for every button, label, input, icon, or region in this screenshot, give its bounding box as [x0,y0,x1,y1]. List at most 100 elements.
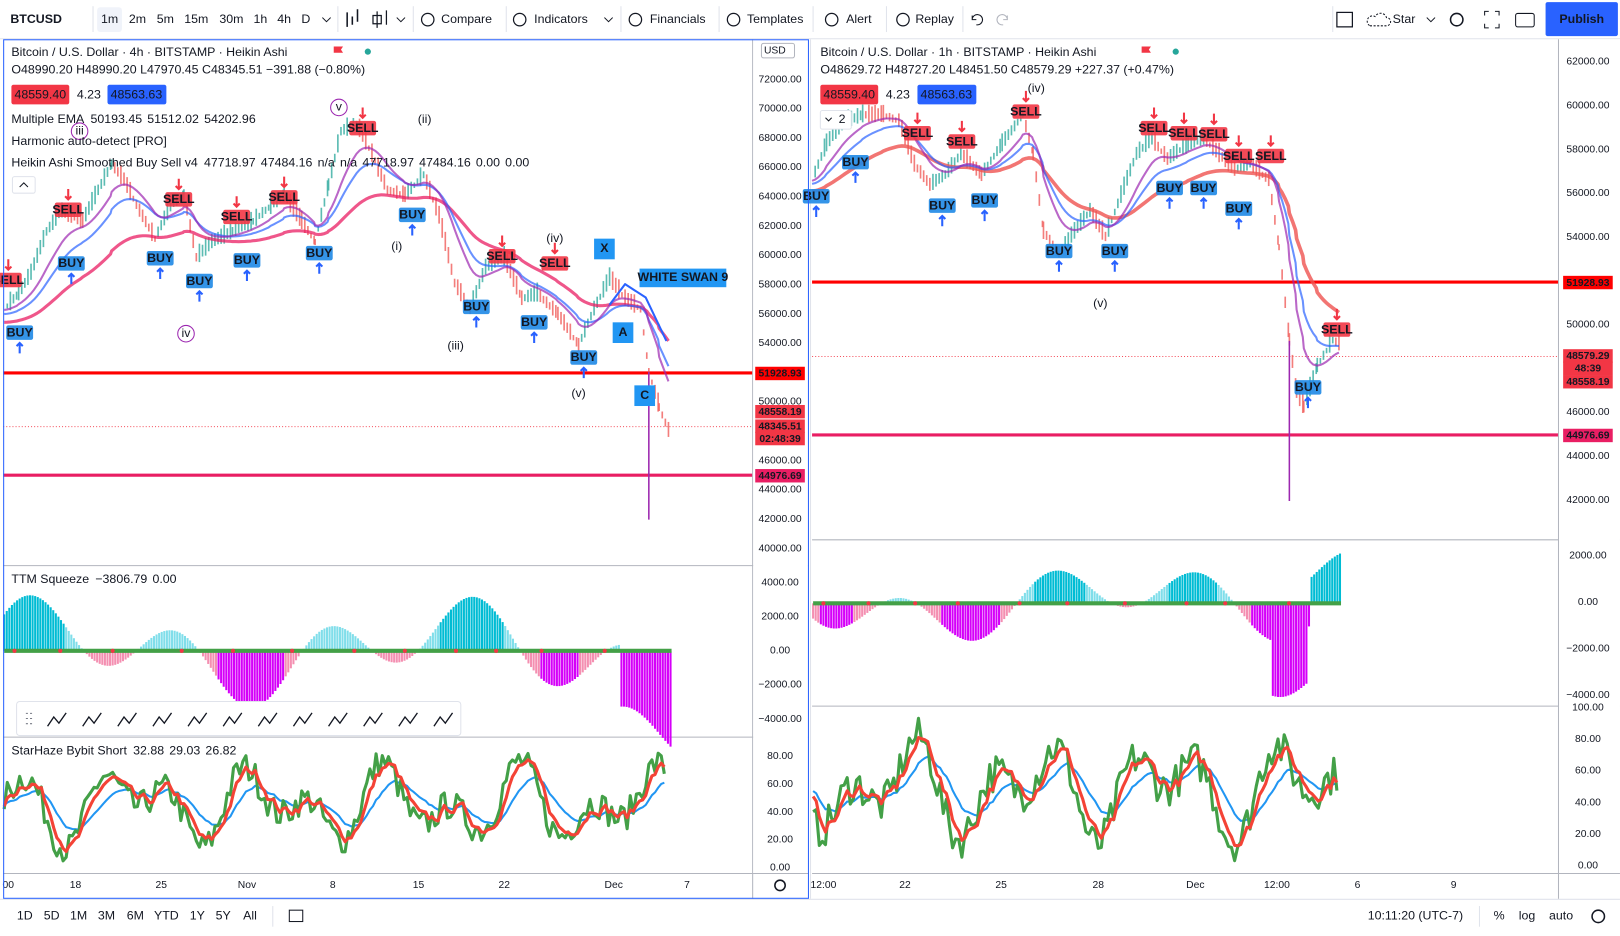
axis-settings[interactable] [774,879,786,892]
price-tag [755,431,805,446]
scale-option[interactable]: % [1494,909,1505,923]
drawing-tool[interactable] [328,712,348,727]
axis-label: 50000.00 [1566,320,1609,331]
layout-name[interactable]: Star [1393,12,1416,26]
chart-title: Bitcoin / U.S. Dollar · 4h · BITSTAMP · … [11,45,287,59]
drawing-tool[interactable] [187,712,208,727]
buy-signal [462,299,490,315]
toolbar-button[interactable]: Compare [441,12,492,26]
wave-label: X [600,241,609,255]
signal-arrow [195,289,204,302]
indicator-count: 2 [839,112,846,126]
signal-label: SELL [1168,126,1200,140]
drawing-tool[interactable] [433,712,454,727]
time-label: 15 [413,880,425,891]
range-button[interactable]: 1Y [190,909,205,923]
symbol[interactable]: BTCUSD [10,12,62,26]
range-button[interactable]: YTD [154,909,179,923]
time-label: 7 [684,880,690,891]
drawing-tool[interactable] [257,712,278,727]
toolbar-button[interactable]: Indicators [534,12,588,26]
drawing-tool[interactable] [292,712,313,727]
price-axis-bg [1559,39,1620,873]
currency[interactable]: USD [764,45,786,56]
signal-label: BUY [234,253,261,267]
drawing-tool[interactable] [398,712,418,727]
range-button[interactable]: 5D [44,909,60,923]
indicator-value: 47484.16 [261,155,313,169]
dropdown-icon [322,17,332,23]
time-label: 25 [155,880,167,891]
settings-icon[interactable] [1449,12,1464,27]
sell-signal [0,272,22,288]
buy-signal [233,253,261,268]
axis-label: −4000.00 [1566,690,1610,701]
price-tag-label: 48558.19 [759,407,802,418]
range-button[interactable]: All [243,909,257,923]
buy-signal [1190,180,1218,196]
snapshot-icon[interactable] [1515,12,1535,28]
sell-signal [1012,104,1040,119]
scale-option[interactable]: auto [1549,909,1573,923]
drawing-tool[interactable] [152,712,173,727]
active-pane-border [3,39,809,899]
signal-label: SELL [1010,104,1042,118]
interval-button[interactable]: 15m [184,12,208,26]
drawing-tool[interactable] [117,712,137,727]
signal-label: BUY [1226,201,1253,215]
signal-arrow [64,189,73,201]
wave-circle [70,122,89,140]
interval-button[interactable]: 1m [101,12,118,26]
fullscreen-icon[interactable] [1484,10,1500,29]
flag-icon [1141,46,1151,53]
signal-arrow [67,272,76,285]
interval-button[interactable]: 4h [277,12,291,26]
interval-button[interactable]: D [301,12,310,26]
toolbar-button[interactable]: Financials [650,12,706,26]
toolbar-button[interactable]: Alert [846,12,872,26]
toolbar-button[interactable]: Replay [915,12,954,26]
interval-button[interactable]: 5m [157,12,174,26]
toolbar-button[interactable]: Templates [747,12,803,26]
drawing-tool[interactable] [82,712,102,727]
signal-label: SELL [539,256,571,270]
range-button[interactable]: 5Y [216,909,231,923]
interval-button[interactable]: 30m [219,12,243,26]
publish-button[interactable] [1545,2,1618,37]
indicator-name: Harmonic auto-detect [PRO] [11,134,166,148]
scale-option[interactable]: log [1519,909,1536,923]
indicator-value: n/a [340,155,357,169]
button-icon [726,12,741,27]
publish-label: Publish [1559,12,1604,26]
collapsed-indicators[interactable] [819,110,852,130]
axis-label: 100.00 [1572,702,1604,713]
axis-label: 56000.00 [759,309,802,320]
drawing-tool[interactable] [222,712,243,727]
range-button[interactable]: 3M [98,909,115,923]
ask-box [107,84,167,105]
sell-signal [349,120,377,136]
goto-date-icon[interactable] [288,909,304,923]
signal-label: SELL [486,249,518,263]
status-dot [364,48,371,55]
sell-signal [904,126,931,141]
collapse-button[interactable] [11,176,36,194]
flag-icon [333,46,344,53]
range-button[interactable]: 1M [70,909,87,923]
drawing-tool[interactable] [363,712,383,727]
signal-arrow [1210,113,1218,126]
axis-label: 20.00 [767,835,793,846]
range-button[interactable]: 6M [127,909,144,923]
drawing-tool[interactable] [47,712,67,727]
interval-button[interactable]: 2m [129,12,146,26]
interval-button[interactable]: 1h [254,12,268,26]
range-button[interactable]: 1D [17,909,33,923]
axis-label: 64000.00 [759,192,802,203]
bottom-toolbar [0,898,1620,936]
axis-label: 60.00 [767,779,793,790]
indicator-name: Heikin Ashi Smoothed Buy Sell v4 [11,155,198,169]
indicator-value: 29.03 [169,743,200,757]
squeeze-dot [58,648,63,653]
signal-label: BUY [7,325,34,339]
settings-icon[interactable] [1591,909,1606,924]
